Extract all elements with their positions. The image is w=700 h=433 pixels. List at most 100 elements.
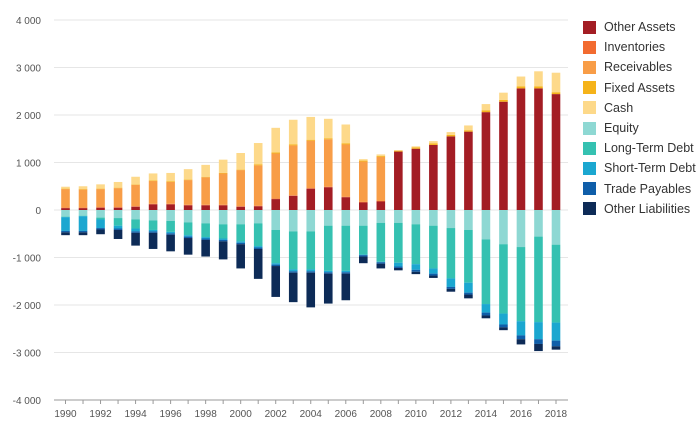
bar-segment [341, 197, 351, 210]
bar-segment [236, 170, 245, 207]
bar-segment [96, 217, 105, 220]
legend-item[interactable]: Fixed Assets [583, 78, 696, 98]
legend-item[interactable]: Equity [583, 118, 696, 138]
bar-segment [183, 180, 193, 205]
legend-swatch [583, 182, 596, 196]
bar-segment [78, 186, 88, 190]
bar-segment [113, 207, 123, 208]
bar-segment [253, 205, 263, 207]
bar-segment [271, 153, 281, 199]
bar-segment [218, 239, 228, 242]
bar-segment [359, 225, 368, 255]
bar-segment [113, 187, 123, 189]
bar-segment [236, 210, 245, 225]
bar-segment [288, 210, 298, 232]
legend: Other Assets Inventories Receivables Fixed … [583, 17, 696, 219]
bar-segment [411, 210, 421, 225]
legend-item[interactable]: Other Liabilities [583, 199, 696, 219]
bar-segment [376, 154, 386, 156]
bar-segment [96, 188, 105, 190]
y-tick-label: 3 000 [16, 64, 41, 75]
bar-segment [481, 304, 491, 313]
legend-label: Trade Payables [604, 181, 692, 196]
legend-label: Other Liabilities [604, 201, 691, 216]
bar-segment [516, 88, 526, 210]
bar-segment [166, 204, 175, 210]
bar-segment [516, 247, 526, 322]
bar-segment [359, 161, 368, 202]
legend-item[interactable]: Trade Payables [583, 179, 696, 199]
bar-segment [113, 218, 123, 226]
legend-item[interactable]: Short-Term Debt [583, 158, 696, 178]
bar-segment [516, 76, 526, 87]
bar-segment [183, 204, 193, 206]
bar-segment [359, 160, 368, 162]
y-tick-label: 0 [35, 206, 41, 217]
bar-segment [131, 228, 140, 232]
bar-segment [499, 99, 508, 102]
bar-segment [131, 219, 140, 229]
legend-item[interactable]: Long-Term Debt [583, 138, 696, 158]
bar-segment [131, 176, 140, 185]
bar-segment [96, 228, 105, 230]
bar-segment [411, 147, 421, 149]
bar-segment [166, 231, 175, 234]
bar-segment [166, 234, 175, 252]
bar-segment [166, 220, 175, 232]
legend-item[interactable]: Cash [583, 98, 696, 118]
bar-segment [113, 225, 123, 229]
bar-segment [218, 210, 228, 225]
bar-segment [341, 124, 351, 144]
bar-segment [78, 232, 88, 236]
bar-segment [481, 112, 491, 210]
bars [61, 71, 561, 352]
bar-segment [166, 233, 175, 235]
bar-segment [148, 181, 158, 204]
bar-segment [534, 343, 543, 352]
bar-segment [464, 292, 473, 295]
x-tick-label: 2008 [370, 409, 393, 420]
bar-segment [183, 222, 193, 236]
bar-segment [376, 262, 386, 264]
bar-segment [359, 159, 368, 161]
bar-segment [253, 143, 263, 165]
bar-segment [183, 169, 193, 180]
bar-segment [306, 116, 316, 140]
legend-item[interactable]: Receivables [583, 57, 696, 77]
bar-segment [201, 237, 210, 239]
bar-segment [499, 92, 508, 100]
bar-segment [131, 210, 140, 220]
legend-swatch [583, 121, 596, 135]
legend-swatch [583, 101, 596, 115]
bar-segment [499, 101, 508, 210]
bar-segment [551, 94, 561, 210]
bar-segment [61, 186, 70, 189]
bar-segment [218, 204, 228, 206]
bar-segment [236, 224, 245, 242]
bar-segment [96, 219, 105, 229]
bar-segment [148, 173, 158, 181]
bar-segment [131, 184, 140, 207]
bar-segment [113, 188, 123, 208]
bar-segment [323, 138, 333, 140]
bar-segment [359, 202, 368, 210]
legend-item[interactable]: Other Assets [583, 17, 696, 37]
bar-segment [271, 264, 281, 267]
x-tick-label: 2006 [335, 409, 358, 420]
bar-segment [306, 272, 316, 308]
legend-item[interactable]: Inventories [583, 37, 696, 57]
bar-segment [148, 180, 158, 182]
legend-swatch [583, 60, 596, 74]
bar-segment [551, 322, 561, 341]
bar-segment [306, 231, 316, 270]
bar-segment [429, 268, 438, 274]
bar-segment [78, 189, 88, 208]
bar-segment [341, 270, 351, 273]
bar-segment [288, 231, 298, 270]
bar-segment [218, 172, 228, 174]
bar-segment [464, 229, 473, 283]
bar-segment [464, 131, 473, 211]
bar-segment [183, 238, 193, 255]
bar-segment [253, 164, 263, 166]
bar-segment [534, 339, 543, 344]
